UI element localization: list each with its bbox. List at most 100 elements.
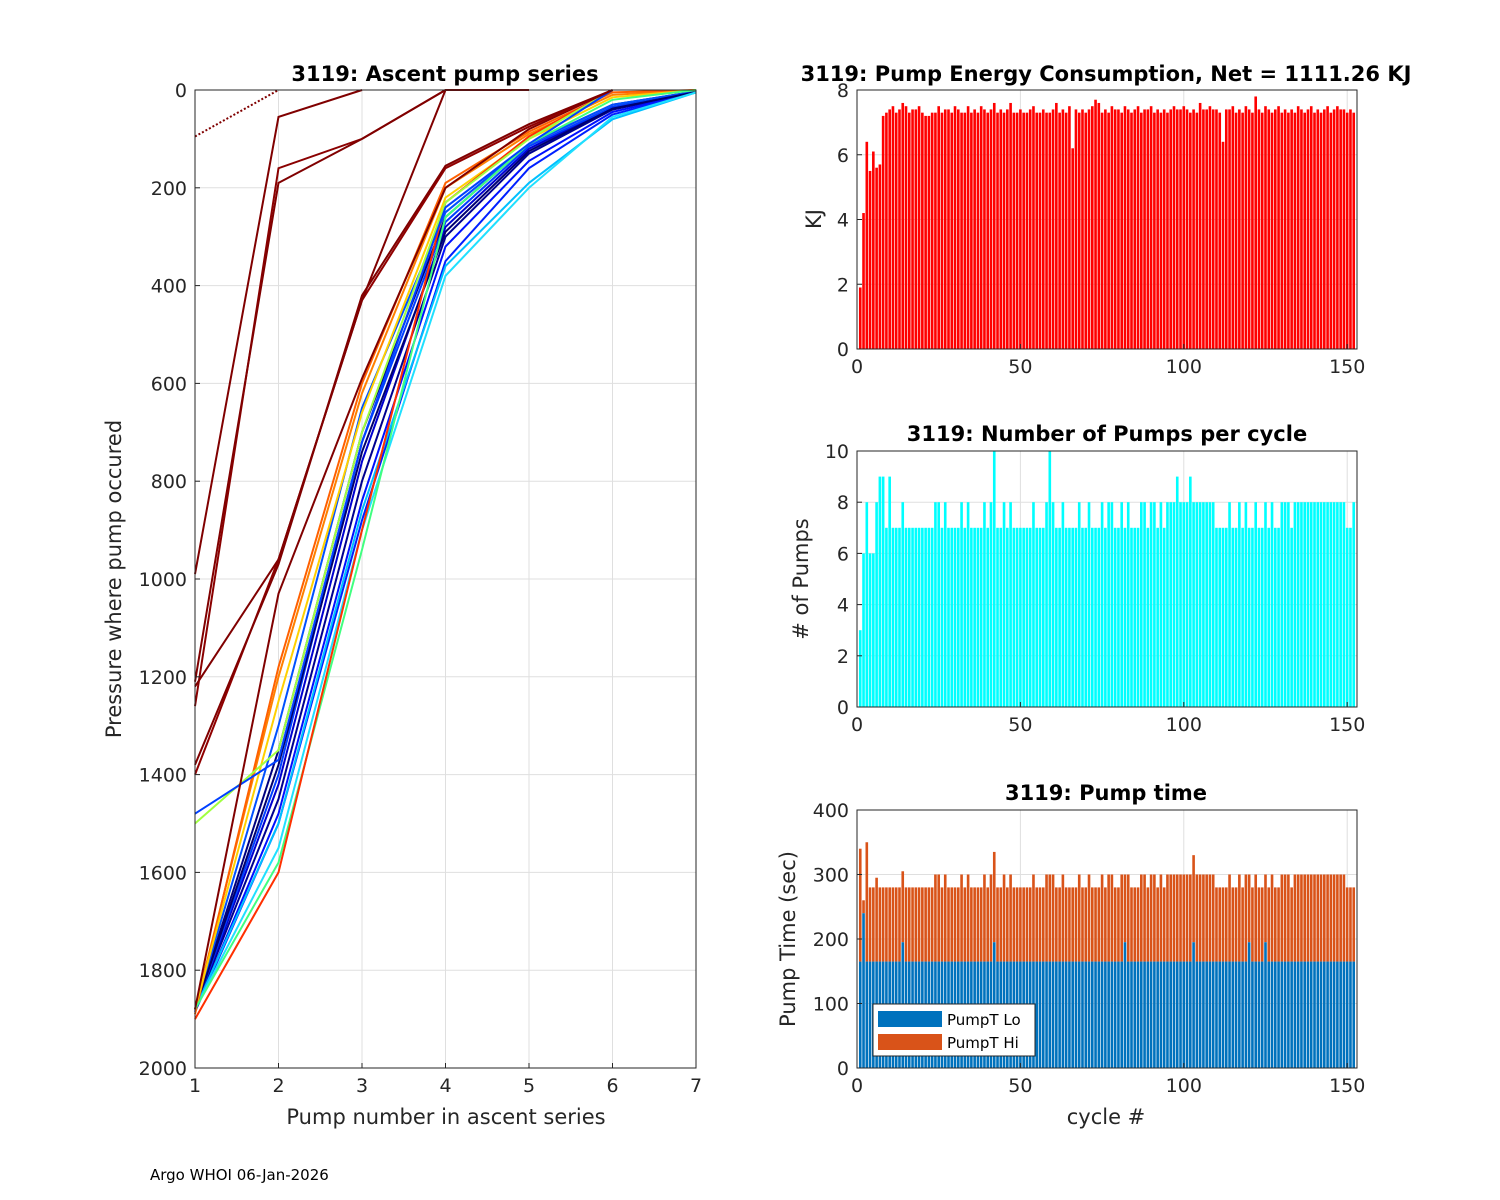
npumps-bar [1218,527,1222,707]
pumptime-bar-lo [1290,961,1293,1068]
pumptime-bar-lo [1104,961,1107,1068]
npumps-bar [1260,527,1264,707]
energy-bar [1130,112,1133,349]
pumptime-bar-lo [1336,961,1339,1068]
energy-bar [878,164,882,349]
pumptime-bar-hi [1110,874,1114,962]
npumps-chart: 0 50 100 150 0 2 4 6 8 10 3119: Number of Pumps p… [789,422,1365,736]
npumps-bar [1273,527,1277,707]
npumps-bar [878,476,882,707]
energy-bar [1329,112,1333,349]
pumptime-bar-lo [1293,961,1297,1068]
pumptime-bar-lo [1169,961,1173,1068]
pumptime-bar-hi [937,874,940,962]
pumptime-bar-hi [901,871,905,943]
energy-bar [1035,112,1039,349]
pumptime-xtick-label: 0 [851,1075,863,1097]
energy-bar [1257,109,1261,349]
pumptime-bar-hi [1336,874,1339,962]
pumptime-bar-lo [1215,961,1218,1068]
npumps-bar [947,527,950,707]
pumptime-bar-hi [1198,874,1202,962]
npumps-bar [983,502,986,707]
pumptime-bar-hi [858,848,862,962]
npumps-bar [1094,527,1097,707]
npumps-bar [1051,502,1055,707]
ascent-ticks: 1 2 3 4 5 6 7 0 200 400 600 800 1000 1200 1400 1600 1800… [139,80,702,1097]
energy-bar [1238,109,1241,349]
npumps-bar [1120,502,1124,707]
pumptime-xlabel: cycle # [1067,1105,1146,1129]
npumps-ticks: 0 50 100 150 0 2 4 6 8 10 [825,441,1366,736]
npumps-bar [1006,527,1009,707]
energy-bar [1189,112,1192,349]
energy-bar [858,287,862,349]
pumptime-bar-lo [1329,961,1333,1068]
energy-bar [1264,106,1267,349]
energy-ytick-label: 8 [837,80,849,102]
pumptime-bar-hi [1097,887,1101,962]
pumptime-ytick-label: 400 [813,800,849,822]
npumps-bar [1123,527,1127,707]
npumps-bar [1149,502,1153,707]
npumps-axes-box [856,450,1358,708]
pumptime-bar-hi [1342,874,1346,962]
pumptime-bar-hi [875,877,878,962]
energy-bar [1058,112,1061,349]
pumptime-bar-hi [878,887,882,962]
pumptime-bar-lo [1051,961,1055,1068]
npumps-bar [1153,502,1156,707]
energy-bar [1208,106,1212,349]
pumptime-bar-lo [1107,961,1110,1068]
pumptime-bar-hi [927,887,931,962]
pumptime-bar-lo [1179,961,1182,1068]
pumptime-bar-hi [1329,874,1333,962]
energy-bar [973,109,976,349]
pumptime-bar-hi [1195,874,1199,962]
npumps-bar [1303,502,1307,707]
pumptime-bar-lo [1339,961,1342,1068]
energy-bar [1313,112,1316,349]
pumptime-bar-hi [1257,887,1261,962]
pumptime-bar-hi [862,900,865,914]
energy-bar [914,109,918,349]
energy-bar [875,167,878,349]
energy-bar [983,109,986,349]
npumps-bar [1221,527,1225,707]
pumptime-bar-hi [950,887,954,962]
pumptime-bar-hi [1015,887,1019,962]
pumptime-bar-hi [1175,874,1179,962]
npumps-bar [1032,502,1035,707]
npumps-bar [885,527,888,707]
energy-bar [1234,112,1238,349]
energy-bar [1224,109,1228,349]
pumptime-bar-hi [1280,874,1284,962]
npumps-bar [1300,502,1303,707]
npumps-bar [917,527,921,707]
npumps-bar [1336,502,1339,707]
energy-bar [1316,109,1320,349]
npumps-bar [1251,527,1254,707]
pumptime-bar-lo [858,961,862,1068]
pumptime-bar-hi [1143,874,1146,962]
energy-bar [911,109,914,349]
pumptime-bar-lo [1264,942,1267,1068]
npumps-bar [921,527,924,707]
energy-bar [1087,109,1091,349]
pumptime-bar-lo [1300,961,1303,1068]
pumptime-bar-lo [1113,961,1117,1068]
pumptime-bar-lo [1280,961,1284,1068]
pumptime-bar-hi [1071,887,1074,962]
energy-bar [1244,106,1248,349]
energy-bar [904,106,908,349]
npumps-ytick-label: 0 [837,697,849,719]
energy-bar [950,112,954,349]
energy-bar [1032,106,1035,349]
pumptime-bar-hi [1293,874,1297,962]
pumptime-bar-hi [1277,887,1280,962]
pumptime-bar-lo [1283,961,1287,1068]
pumptime-ylabel: Pump Time (sec) [776,851,800,1027]
pumptime-bar-lo [1195,961,1199,1068]
pumptime-bar-hi [1130,887,1133,962]
pumptime-bar-hi [888,887,891,962]
